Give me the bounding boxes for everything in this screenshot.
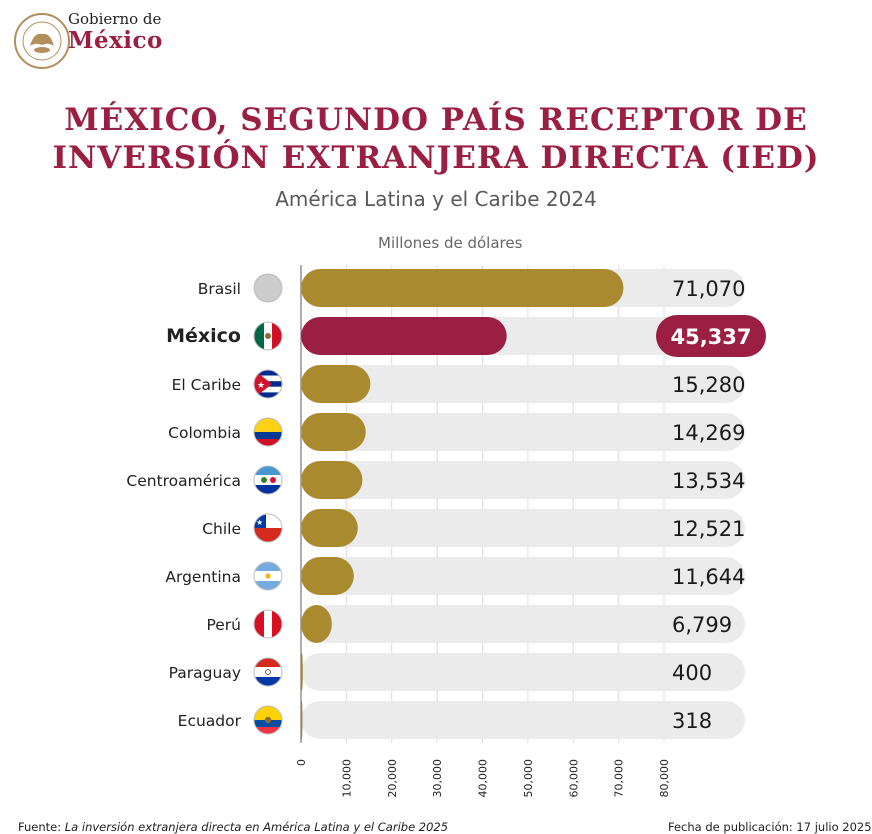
category-label: Brasil xyxy=(198,280,241,298)
category-label: El Caribe xyxy=(172,376,241,394)
value-label: 11,644 xyxy=(672,565,745,589)
bar xyxy=(301,509,358,547)
category-label: Paraguay xyxy=(169,664,241,682)
value-label: 45,337 xyxy=(670,325,751,349)
value-pill xyxy=(656,315,766,357)
bar xyxy=(301,413,366,451)
x-tick-label: 20,000 xyxy=(386,759,399,798)
chart-subtitle: América Latina y el Caribe 2024 xyxy=(275,187,597,211)
value-label: 71,070 xyxy=(672,277,745,301)
value-label: 12,521 xyxy=(672,517,745,541)
bar-track xyxy=(301,605,745,643)
x-tick-label: 60,000 xyxy=(567,759,580,798)
value-label: 400 xyxy=(672,661,712,685)
chile-flag: ★ xyxy=(253,513,283,543)
category-label: Argentina xyxy=(165,568,241,586)
central-america-flags xyxy=(253,465,283,495)
argentina-flag xyxy=(253,561,283,591)
paraguay-flag xyxy=(253,657,283,687)
mexico-government-seal xyxy=(14,13,70,69)
government-name-line1: Gobierno de xyxy=(68,10,162,28)
mexico-flag xyxy=(253,321,283,351)
bar-track xyxy=(301,509,745,547)
brazil-flag xyxy=(253,273,283,303)
value-label: 13,534 xyxy=(672,469,745,493)
publication-date: Fecha de publicación: 17 julio 2025 xyxy=(668,820,872,834)
ecuador-flag xyxy=(253,705,283,735)
category-label: México xyxy=(166,325,241,347)
category-label: Centroamérica xyxy=(126,472,241,490)
x-tick-label: 30,000 xyxy=(431,759,444,798)
source-title: La inversión extranjera directa en Améri… xyxy=(64,820,449,834)
peru-flag xyxy=(253,609,283,639)
x-tick-label: 0 xyxy=(295,759,308,766)
colombia-flag xyxy=(253,417,283,447)
x-tick-label: 80,000 xyxy=(658,759,671,798)
seal-ring-icon xyxy=(14,13,70,69)
category-label: Perú xyxy=(206,616,241,634)
chart-title-line1: MÉXICO, SEGUNDO PAÍS RECEPTOR DE xyxy=(64,102,808,138)
x-tick-label: 40,000 xyxy=(477,759,490,798)
category-label: Chile xyxy=(202,520,241,538)
bar-track xyxy=(301,557,745,595)
government-name-line2: México xyxy=(68,27,163,54)
bar-track xyxy=(301,653,745,691)
value-label: 318 xyxy=(672,709,712,733)
bar xyxy=(301,365,371,403)
eagle-icon xyxy=(30,33,54,46)
bar-highlight xyxy=(301,317,507,355)
bar xyxy=(301,701,303,739)
category-label: Ecuador xyxy=(178,712,242,730)
unit-label: Millones de dólares xyxy=(378,234,523,252)
bar xyxy=(301,269,624,307)
bar-track xyxy=(301,701,745,739)
source-label: Fuente: xyxy=(18,820,62,834)
x-tick-label: 10,000 xyxy=(340,759,353,798)
cuba-flag: ★ xyxy=(253,369,283,399)
value-label: 6,799 xyxy=(672,613,732,637)
bar-track xyxy=(301,413,745,451)
chart-title-line2: INVERSIÓN EXTRANJERA DIRECTA (IED) xyxy=(52,140,820,176)
x-tick-label: 70,000 xyxy=(613,759,626,798)
category-label: Colombia xyxy=(168,424,241,442)
bar-track xyxy=(301,461,745,499)
bar xyxy=(301,557,354,595)
bar xyxy=(301,653,303,691)
source-footer: Fuente: La inversión extranjera directa … xyxy=(18,820,448,834)
svg-text:★: ★ xyxy=(256,518,263,527)
svg-text:★: ★ xyxy=(257,381,265,391)
value-label: 14,269 xyxy=(672,421,745,445)
x-tick-label: 50,000 xyxy=(522,759,535,798)
bar xyxy=(301,605,332,643)
bar-track xyxy=(301,365,745,403)
bar xyxy=(301,461,363,499)
value-label: 15,280 xyxy=(672,373,745,397)
